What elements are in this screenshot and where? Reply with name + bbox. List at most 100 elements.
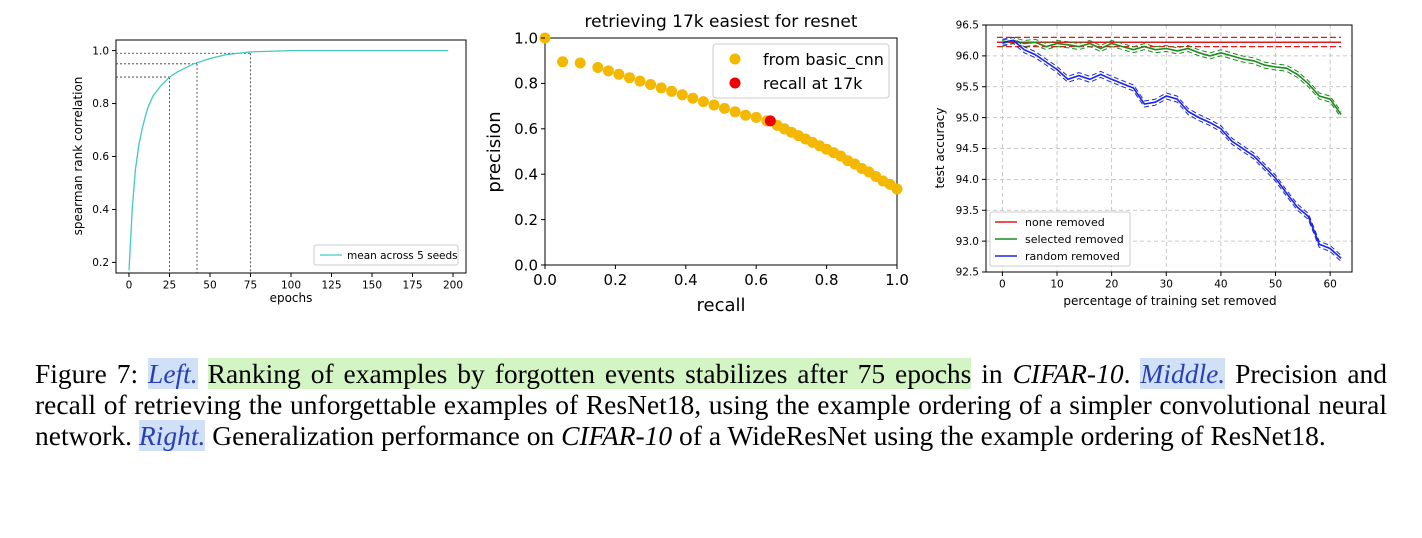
right-x-axis-label: percentage of training set removed [1063, 294, 1276, 308]
point-basic-cnn [708, 99, 720, 111]
left-reference-lines [116, 52, 251, 273]
left-x-tick-label: 150 [362, 280, 382, 292]
right-series-lines [996, 36, 1342, 262]
right-y-tick-label: 95.0 [956, 112, 979, 124]
left-legend: mean across 5 seeds [313, 244, 459, 266]
series-random-removed-band-lower [1002, 42, 1342, 262]
middle-title: retrieving 17k easiest for resnet [585, 12, 858, 32]
right-x-tick-label: 40 [1214, 279, 1227, 291]
point-basic-cnn [574, 57, 586, 69]
middle-legend-box [712, 43, 890, 99]
middle-legend-label-recall: recall at 17k [763, 74, 863, 93]
caption-left-label: Left. [148, 358, 198, 389]
left-x-tick-label: 25 [163, 280, 176, 292]
point-basic-cnn [655, 82, 667, 94]
left-y-ticks: 0.2 0.4 0.6 0.8 1.0 [92, 45, 116, 269]
series-selected-removed-band-upper [1002, 36, 1342, 112]
right-y-ticks: 92.5 93.0 93.5 94.0 94.5 95.0 95.5 96.0 96.5 [956, 20, 986, 279]
point-basic-cnn [750, 111, 762, 123]
left-y-tick-label: 0.6 [92, 151, 109, 163]
left-x-tick-label: 50 [203, 280, 216, 292]
left-x-axis-label: epochs [270, 291, 313, 305]
point-basic-cnn [891, 183, 903, 195]
left-y-tick-label: 0.4 [92, 204, 109, 216]
series-random-removed-line [1002, 39, 1342, 259]
right-legend-label-selected: selected removed [1025, 233, 1124, 246]
right-y-tick-label: 94.5 [956, 143, 979, 155]
right-x-tick-label: 60 [1323, 279, 1336, 291]
point-recall-at-17k [764, 115, 776, 127]
point-basic-cnn [697, 96, 709, 108]
point-basic-cnn [719, 102, 730, 114]
middle-y-tick-label: 0.2 [514, 211, 538, 229]
middle-x-tick-label: 0.8 [815, 271, 839, 289]
point-basic-cnn [729, 106, 741, 118]
right-y-tick-label: 93.0 [956, 236, 979, 248]
right-y-tick-label: 92.5 [956, 267, 979, 279]
left-plot-frame [115, 39, 467, 274]
point-basic-cnn [740, 109, 752, 121]
middle-y-tick-label: 1.0 [514, 29, 538, 47]
left-x-tick-label: 100 [281, 280, 301, 292]
middle-panel: retrieving 17k easiest for resnet 0.0 0.2… [484, 12, 909, 316]
point-basic-cnn [624, 72, 635, 84]
right-y-tick-label: 96.5 [956, 20, 979, 32]
caption-dataset: CIFAR-10 [1012, 358, 1124, 389]
caption-left-text: Ranking of examples by forgotten events … [207, 358, 972, 389]
middle-legend-label-basic-cnn: from basic_cnn [763, 50, 884, 70]
point-basic-cnn [687, 92, 699, 104]
caption-figure-label: Figure 7: [35, 358, 139, 389]
right-y-tick-label: 94.0 [956, 174, 979, 186]
middle-y-ticks: 0.0 0.2 0.4 0.6 0.8 1.0 [514, 29, 545, 274]
left-y-tick-label: 0.8 [92, 98, 109, 110]
right-y-tick-label: 96.0 [956, 51, 979, 63]
middle-y-axis-label: precision [484, 111, 505, 192]
caption-period: . [1123, 358, 1131, 389]
right-x-tick-label: 30 [1160, 279, 1173, 291]
series-random-removed-band-upper [1002, 36, 1342, 256]
left-legend-label: mean across 5 seeds [347, 250, 458, 262]
point-basic-cnn [634, 75, 646, 87]
caption-right-dataset: CIFAR-10 [561, 420, 673, 451]
left-series-line [128, 49, 449, 271]
point-basic-cnn [613, 68, 625, 80]
right-y-tick-label: 95.5 [956, 81, 979, 93]
left-x-tick-label: 200 [443, 280, 463, 292]
left-x-tick-label: 0 [126, 280, 133, 292]
point-basic-cnn [592, 62, 604, 73]
middle-y-tick-label: 0.4 [514, 165, 538, 183]
series-selected-removed-line [1002, 39, 1342, 115]
right-x-tick-label: 0 [999, 279, 1006, 291]
left-y-tick-label: 1.0 [92, 45, 109, 57]
caption-middle-text: Precision and recall of retrieving the u… [35, 358, 1388, 451]
middle-y-tick-label: 0.6 [514, 120, 538, 138]
middle-x-tick-label: 1.0 [885, 271, 909, 289]
caption-left-in: in [971, 358, 1013, 389]
caption-right-tail: of a WideResNet using the example orderi… [672, 420, 1326, 451]
caption-right-text: Generalization performance on [205, 420, 562, 451]
middle-x-tick-label: 0.4 [674, 271, 698, 289]
caption-right-label: Right. [138, 420, 206, 451]
caption-middle-label: Middle. [1140, 358, 1226, 389]
right-legend: none removed selected removed random rem… [989, 211, 1131, 267]
right-legend-box [989, 211, 1131, 267]
right-x-tick-label: 20 [1105, 279, 1118, 291]
right-x-tick-label: 50 [1269, 279, 1282, 291]
left-legend-box [313, 244, 459, 266]
right-legend-label-random: random removed [1025, 250, 1120, 263]
left-y-axis-label: spearman rank correlation [71, 77, 85, 236]
left-y-tick-label: 0.2 [92, 257, 109, 269]
figure-caption: Figure 7: Left. Ranking of examples by f… [35, 358, 1387, 451]
point-basic-cnn [666, 85, 678, 97]
middle-x-ticks: 0.0 0.2 0.4 0.6 0.8 1.0 [533, 265, 909, 289]
middle-plot-frame [544, 37, 898, 266]
middle-x-tick-label: 0.2 [603, 271, 627, 289]
left-x-tick-label: 175 [403, 280, 423, 292]
middle-legend-swatch-basic-cnn [729, 53, 741, 65]
middle-x-tick-label: 0.0 [533, 271, 557, 289]
middle-legend: from basic_cnn recall at 17k [712, 43, 890, 99]
middle-legend-swatch-recall [729, 77, 741, 89]
point-basic-cnn [602, 65, 614, 77]
right-legend-label-none: none removed [1025, 216, 1105, 229]
right-x-tick-label: 10 [1050, 279, 1063, 291]
